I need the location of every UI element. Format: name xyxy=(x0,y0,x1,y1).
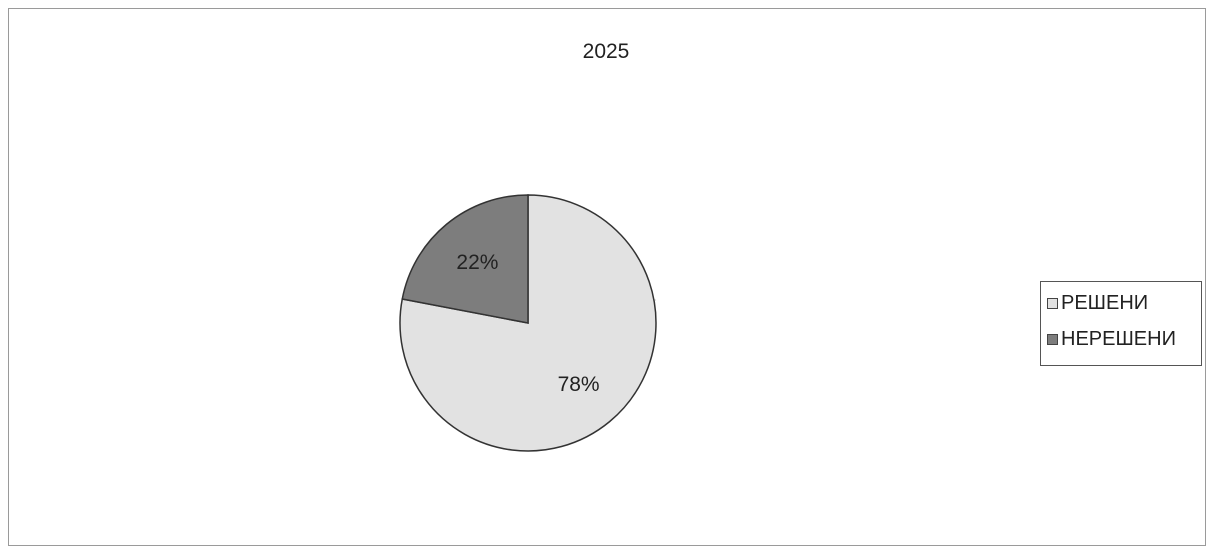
pie-label-resheni: 78% xyxy=(558,373,600,396)
legend-swatch-nereseni xyxy=(1047,334,1058,345)
legend-swatch-resheni xyxy=(1047,298,1058,309)
chart-title: 2025 xyxy=(582,40,630,63)
pie-label-nereseni: 22% xyxy=(456,251,498,274)
legend-label-nereseni: НЕРЕШЕНИ xyxy=(1061,328,1176,350)
legend-label-resheni: РЕШЕНИ xyxy=(1061,292,1149,314)
pie-slice-nereseni xyxy=(401,194,529,324)
legend-item-resheni: РЕШЕНИ xyxy=(1047,292,1148,315)
legend-item-nereseni: НЕРЕШЕНИ xyxy=(1047,328,1176,351)
legend: РЕШЕНИ НЕРЕШЕНИ xyxy=(1040,281,1202,366)
